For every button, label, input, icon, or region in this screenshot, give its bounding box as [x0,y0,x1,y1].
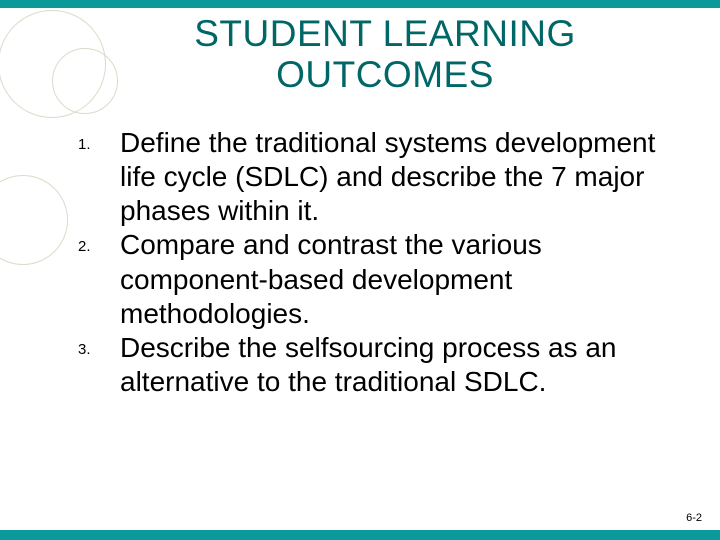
decorative-circle [52,48,118,114]
outcomes-list: 1. Define the traditional systems develo… [72,126,692,399]
bottom-accent-bar [0,530,720,540]
list-item: 1. Define the traditional systems develo… [72,126,692,228]
list-item: 2. Compare and contrast the various comp… [72,228,692,330]
list-number: 1. [72,126,120,153]
slide-title: STUDENT LEARNING OUTCOMES [110,14,660,95]
list-text: Define the traditional systems developme… [120,126,692,228]
list-text: Describe the selfsourcing process as an … [120,331,692,399]
slide: STUDENT LEARNING OUTCOMES 1. Define the … [0,0,720,540]
list-number: 2. [72,228,120,255]
top-accent-bar [0,0,720,8]
list-text: Compare and contrast the various compone… [120,228,692,330]
page-number: 6-2 [686,512,702,524]
list-item: 3. Describe the selfsourcing process as … [72,331,692,399]
list-number: 3. [72,331,120,358]
decorative-circle [0,175,68,265]
